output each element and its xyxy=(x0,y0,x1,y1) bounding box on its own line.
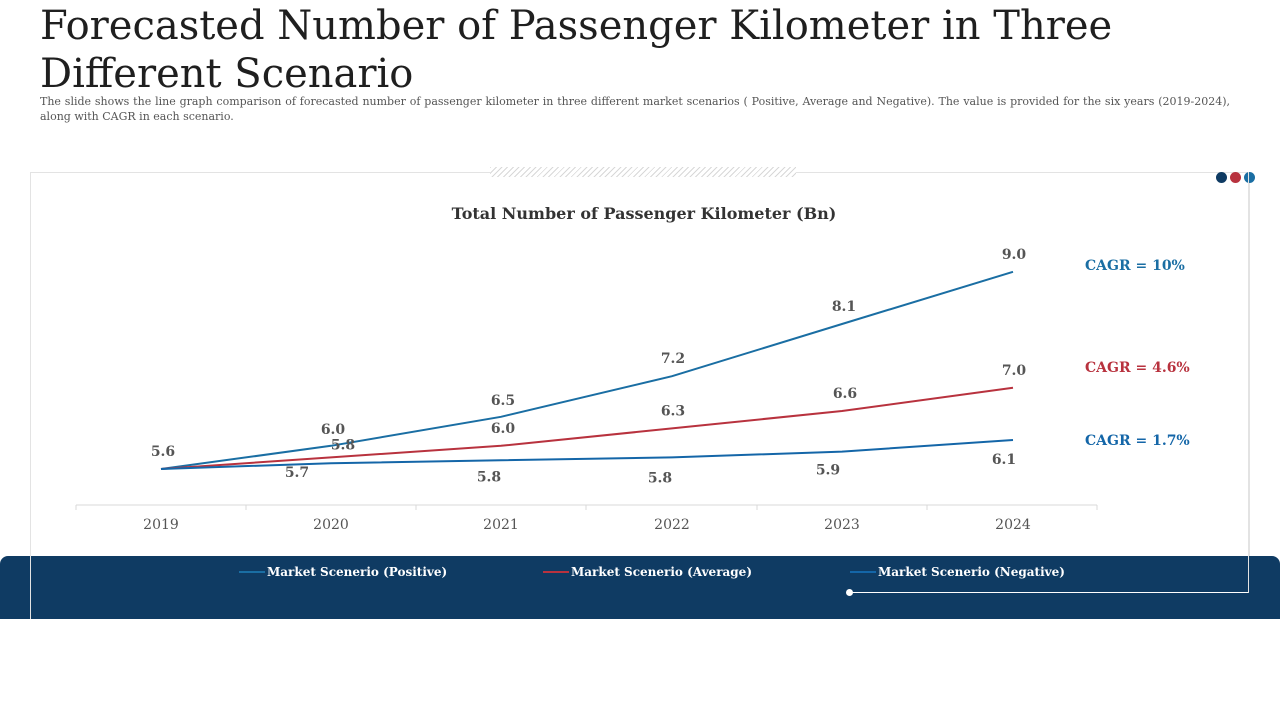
line-chart: Total Number of Passenger Kilometer (Bn)… xyxy=(75,204,1190,533)
data-label-average-2022: 6.3 xyxy=(661,403,685,419)
decorative-dots xyxy=(1216,168,1258,183)
cagr-label-negative: CAGR = 1.7% xyxy=(1085,433,1190,449)
legend-swatch-positive xyxy=(239,571,265,573)
data-label-negative-2020: 5.7 xyxy=(285,465,309,481)
x-tick-label-2024: 2024 xyxy=(995,517,1031,533)
data-label-average-2023: 6.6 xyxy=(833,386,857,402)
data-label-positive-2022: 7.2 xyxy=(661,351,685,367)
data-label-negative-2023: 5.9 xyxy=(816,463,840,479)
data-label-average-2020: 5.8 xyxy=(331,437,355,453)
slide-subtitle: The slide shows the line graph compariso… xyxy=(40,95,1230,123)
dot-red-icon xyxy=(1230,172,1241,183)
data-label-positive-2024: 9.0 xyxy=(1002,247,1027,263)
dot-blue-icon xyxy=(1244,172,1255,183)
legend-average: Market Scenerio (Average) xyxy=(543,564,752,580)
legend-negative: Market Scenerio (Negative) xyxy=(850,564,1065,580)
data-label-negative-2021: 5.8 xyxy=(477,469,501,485)
cagr-label-positive: CAGR = 10% xyxy=(1085,258,1185,274)
connector-vertical xyxy=(1248,172,1249,593)
connector-dot-icon xyxy=(846,589,853,596)
cagr-label-average: CAGR = 4.6% xyxy=(1085,360,1190,376)
data-label-positive-2020: 6.0 xyxy=(321,422,346,438)
x-tick-label-2021: 2021 xyxy=(483,517,519,533)
dot-navy-icon xyxy=(1216,172,1227,183)
series-line-positive xyxy=(160,270,1014,470)
data-label-average-2021: 6.0 xyxy=(491,421,516,437)
slide-title: Forecasted Number of Passenger Kilometer… xyxy=(40,3,1113,97)
legend-positive: Market Scenerio (Positive) xyxy=(239,564,447,580)
x-tick-label-2019: 2019 xyxy=(143,517,179,533)
data-label-positive-2023: 8.1 xyxy=(832,299,856,315)
data-label-positive-2019: 5.6 xyxy=(151,444,175,460)
data-label-positive-2021: 6.5 xyxy=(491,393,515,409)
legend-label-average: Market Scenerio (Average) xyxy=(571,565,752,579)
x-tick-label-2020: 2020 xyxy=(313,517,349,533)
data-label-average-2024: 7.0 xyxy=(1002,363,1027,379)
card-left-edge xyxy=(30,556,31,619)
series-line-negative xyxy=(160,439,1014,470)
legend-label-positive: Market Scenerio (Positive) xyxy=(267,565,448,579)
legend-swatch-average xyxy=(543,571,569,573)
data-label-negative-2024: 6.1 xyxy=(992,452,1016,468)
data-label-negative-2022: 5.8 xyxy=(648,470,672,486)
x-tick-label-2023: 2023 xyxy=(824,517,860,533)
series-line-average xyxy=(160,386,1014,470)
chart-title: Total Number of Passenger Kilometer (Bn) xyxy=(452,204,837,223)
legend-label-negative: Market Scenerio (Negative) xyxy=(878,565,1065,579)
decorative-hatch xyxy=(490,167,796,177)
connector-line xyxy=(849,592,1248,593)
legend-band xyxy=(0,556,1280,619)
x-tick-label-2022: 2022 xyxy=(654,517,690,533)
legend-swatch-negative xyxy=(850,571,876,573)
